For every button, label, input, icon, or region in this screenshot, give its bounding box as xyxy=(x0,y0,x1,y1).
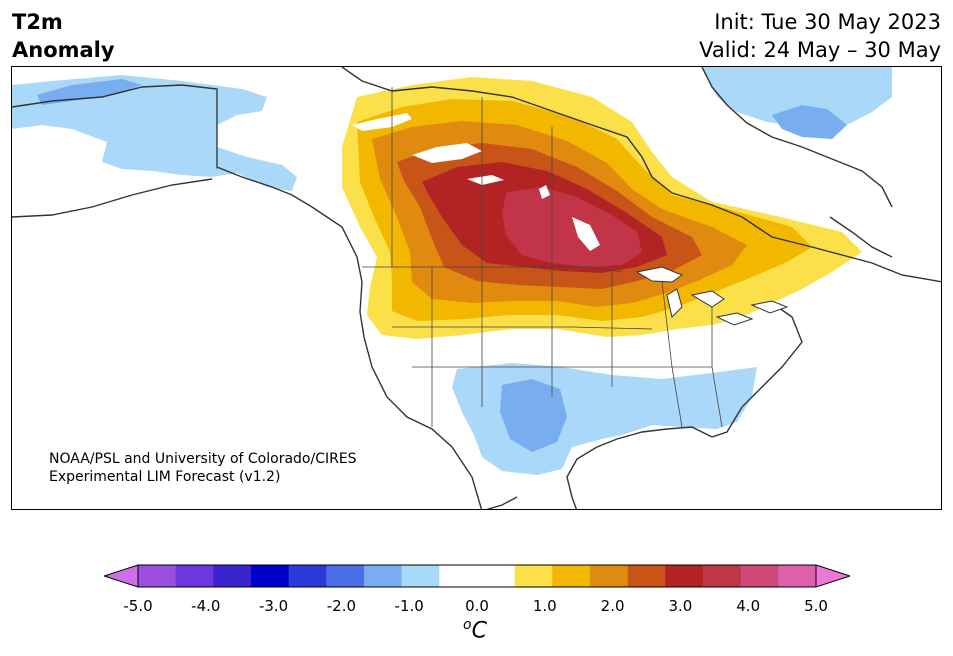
credit-line-1: NOAA/PSL and University of Colorado/CIRE… xyxy=(49,451,357,467)
colorbar-swatch xyxy=(590,565,629,587)
colorbar-swatch xyxy=(175,565,214,587)
map-credit: NOAA/PSL and University of Colorado/CIRE… xyxy=(49,450,357,486)
colorbar-swatch xyxy=(439,565,478,587)
lake-athabasca xyxy=(352,113,412,131)
colorbar-swatch xyxy=(514,565,553,587)
colorbar-tick-label: -2.0 xyxy=(326,597,357,615)
colorbar-swatch xyxy=(740,565,779,587)
colorbar-tick-label: -3.0 xyxy=(258,597,289,615)
lake-winnipeg xyxy=(572,217,600,251)
colorbar-swatch xyxy=(778,565,817,587)
colorbar-tick-label: -4.0 xyxy=(191,597,221,615)
colorbar-swatch xyxy=(364,565,403,587)
colorbar-tick-label: 5.0 xyxy=(804,597,828,615)
map-title: T2m Anomaly xyxy=(12,8,115,64)
title-line-1: T2m xyxy=(12,10,63,34)
colorbar-swatch xyxy=(251,565,290,587)
unit-letter: C xyxy=(471,618,487,644)
title-line-2: Anomaly xyxy=(12,38,115,62)
colorbar-tick-label: 1.0 xyxy=(532,597,557,615)
colorbar-swatch xyxy=(326,565,365,587)
unit-degree: o xyxy=(463,617,472,633)
colorbar-tick-label: 0.0 xyxy=(465,597,489,615)
colorbar-swatch xyxy=(477,565,516,587)
coastlines xyxy=(12,67,941,509)
cold-core-alaska xyxy=(37,79,142,105)
colorbar-tick-label: 2.0 xyxy=(600,597,625,615)
lake-great-slave-region xyxy=(412,143,482,163)
colorbar-tick-label: -5.0 xyxy=(123,597,153,615)
colorbar-tick-label: 4.0 xyxy=(736,597,761,615)
cold-region-quebec xyxy=(702,67,892,127)
map-svg xyxy=(12,67,941,509)
colorbar-arrow-left xyxy=(104,564,139,588)
colorbar-swatch xyxy=(703,565,742,587)
cold-region-south xyxy=(452,363,757,475)
colorbar-swatch xyxy=(138,565,177,587)
great-lakes xyxy=(635,266,789,326)
colorbar-border xyxy=(137,564,817,588)
cold-core-quebec xyxy=(772,105,847,139)
lake-reindeer xyxy=(539,185,550,199)
init-date: Init: Tue 30 May 2023 xyxy=(714,10,941,34)
colorbar-arrow-right xyxy=(815,564,850,588)
colorbar-swatch xyxy=(665,565,704,587)
anomaly-map xyxy=(11,66,942,510)
colorbar-swatch xyxy=(552,565,591,587)
cold-core-texas xyxy=(500,379,567,452)
colorbar xyxy=(104,564,850,588)
warm-level-6 xyxy=(502,187,642,267)
lake-winnipegosis xyxy=(467,175,504,185)
valid-range: Valid: 24 May – 30 May xyxy=(699,38,941,62)
colorbar-swatch xyxy=(213,565,252,587)
borders xyxy=(216,87,723,428)
cold-region-alaska xyxy=(12,75,297,191)
credit-line-2: Experimental LIM Forecast (v1.2) xyxy=(49,469,281,485)
colorbar-swatch xyxy=(288,565,327,587)
colorbar-tick-label: -1.0 xyxy=(394,597,424,615)
colorbar-tick-label: 3.0 xyxy=(668,597,693,615)
colorbar-unit: oC xyxy=(463,617,487,643)
colorbar-swatch xyxy=(627,565,666,587)
colorbar-swatch xyxy=(401,565,440,587)
forecast-dates: Init: Tue 30 May 2023 Valid: 24 May – 30… xyxy=(699,8,941,64)
